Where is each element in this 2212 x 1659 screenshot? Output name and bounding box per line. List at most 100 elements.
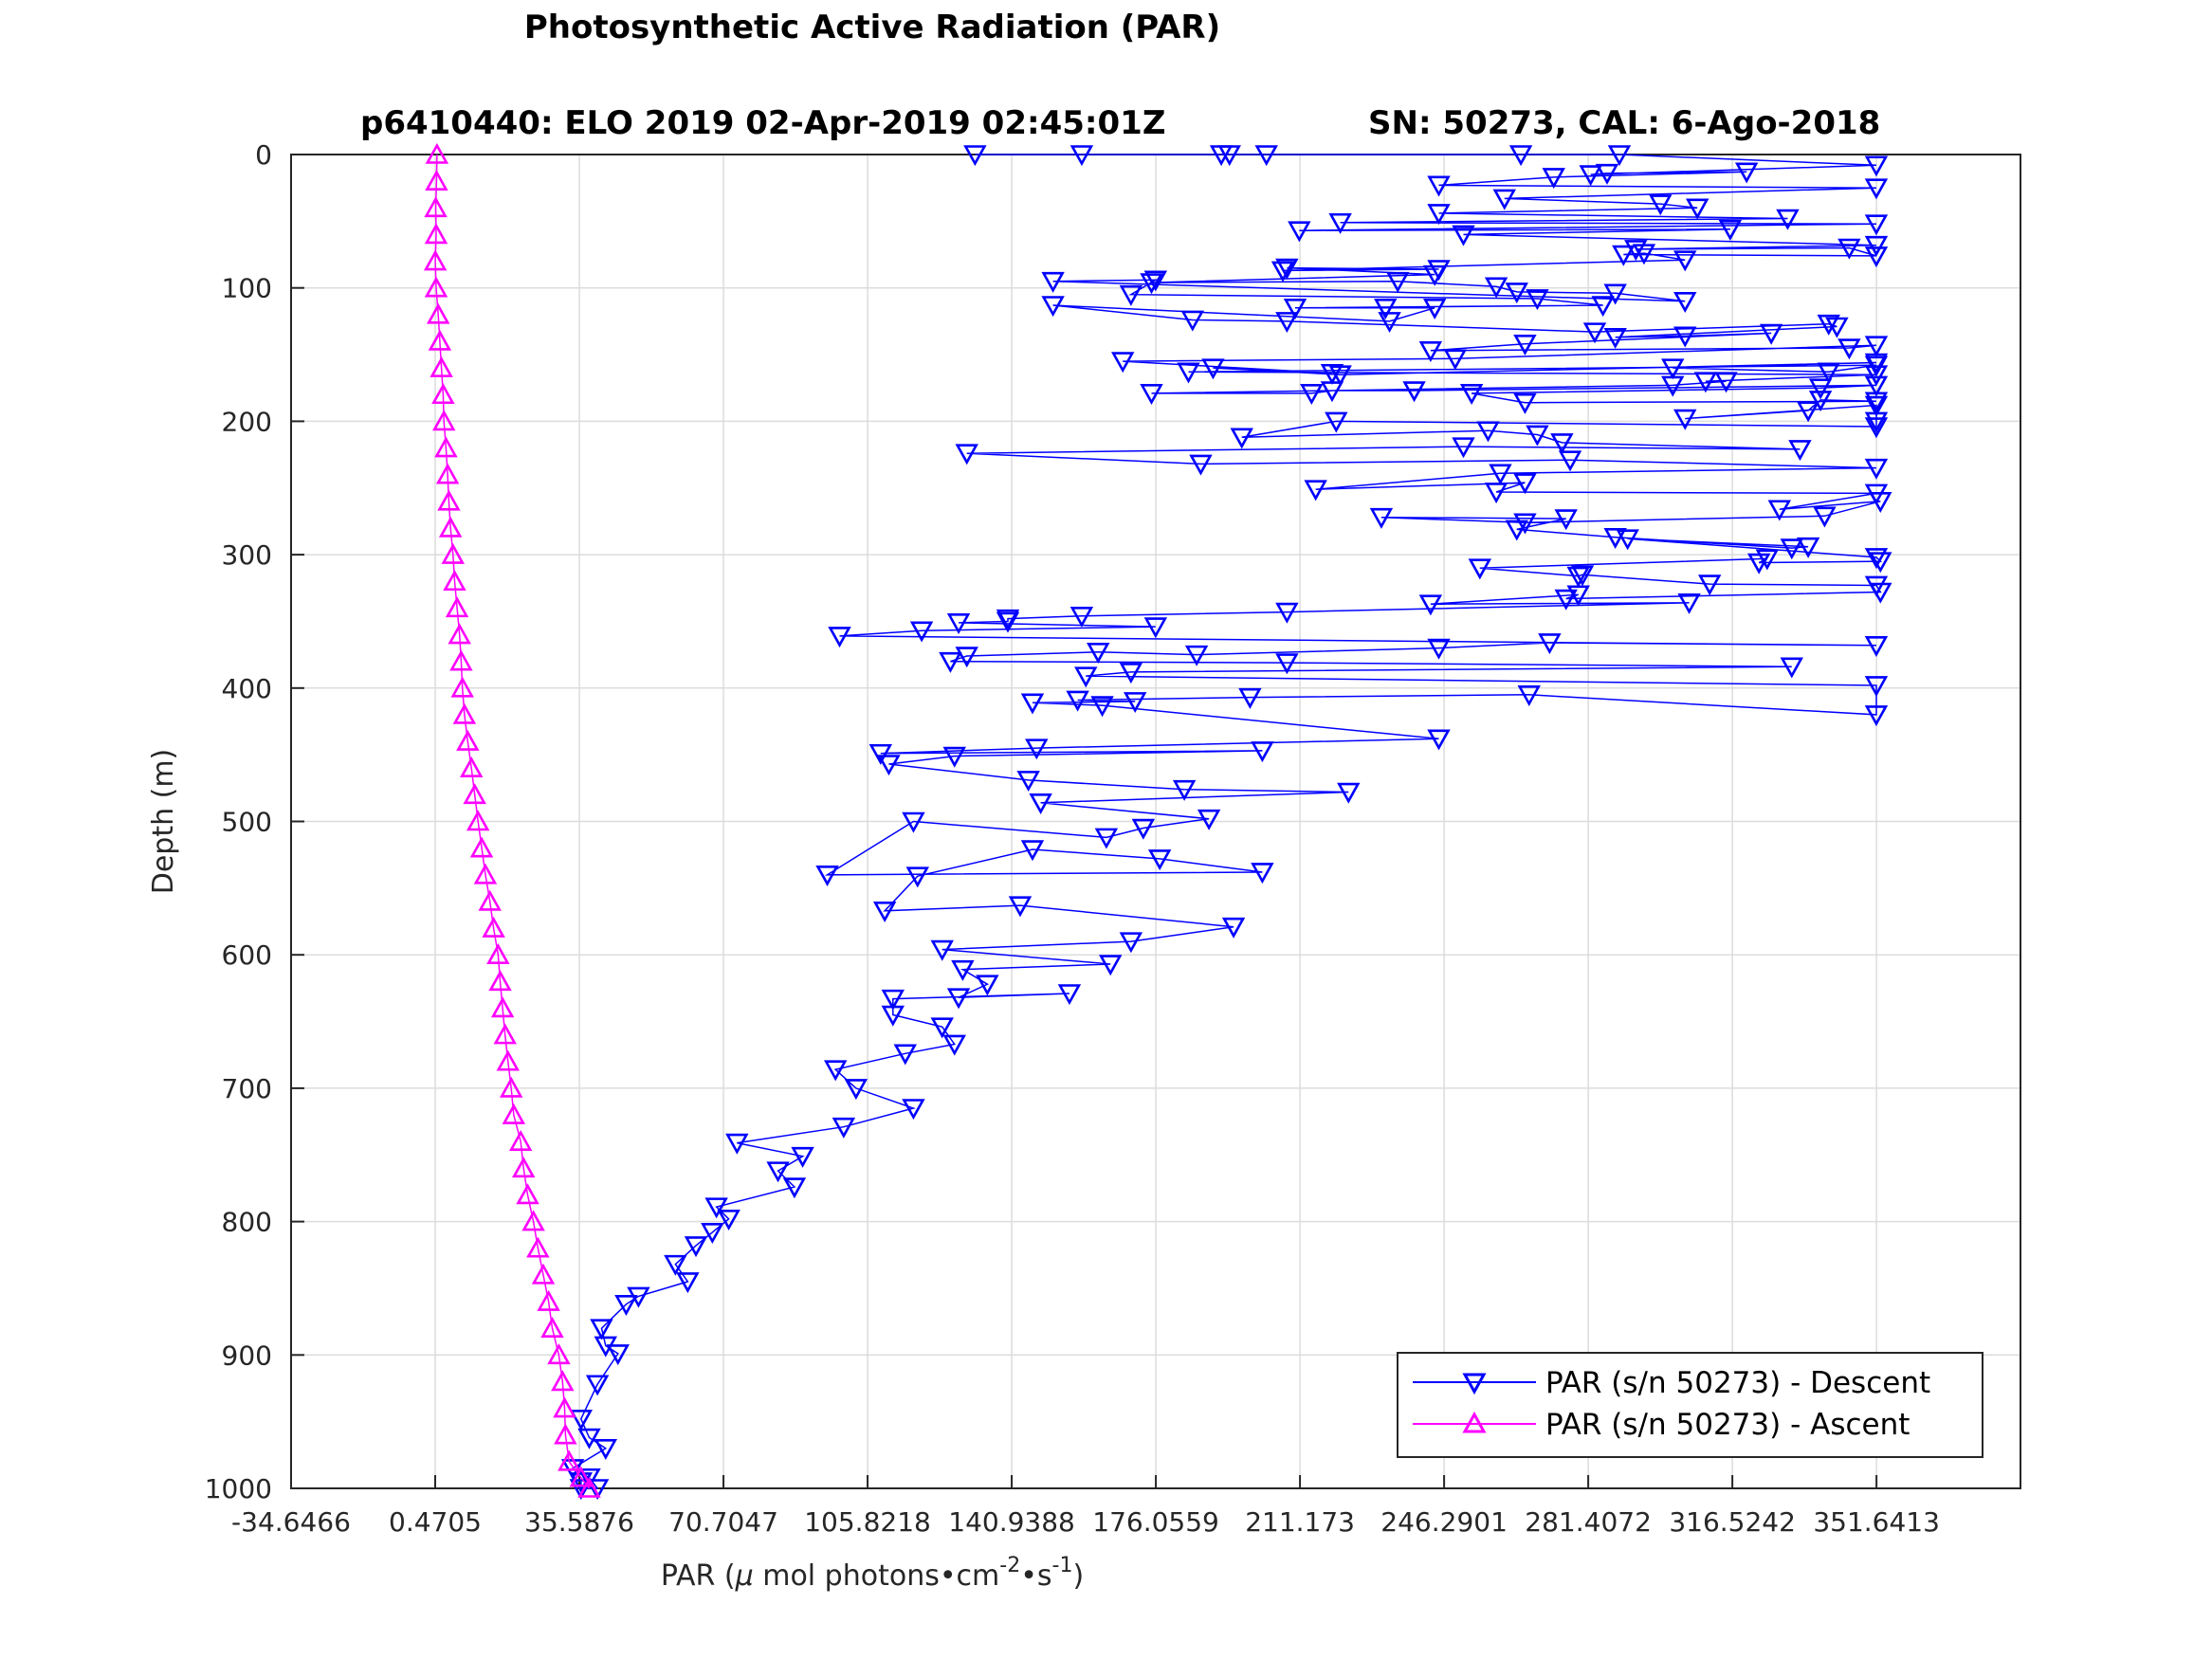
data-point [1029, 793, 1052, 814]
data-point [482, 916, 505, 938]
y-tick-label: 1000 [205, 1473, 272, 1504]
y-tick-label: 300 [222, 539, 272, 571]
data-point [590, 1319, 613, 1340]
data-point [1796, 401, 1820, 423]
data-point [502, 1103, 526, 1124]
data-point [942, 1034, 966, 1056]
data-point [1813, 506, 1837, 528]
data-point [606, 1344, 630, 1366]
data-point [1864, 411, 1889, 433]
data-point [881, 1005, 905, 1027]
data-point [1230, 428, 1253, 449]
data-point [1508, 145, 1533, 167]
data-point [1452, 225, 1475, 246]
data-point [558, 1449, 581, 1471]
data-point [1143, 270, 1168, 292]
data-point [881, 989, 905, 1011]
data-point [425, 169, 448, 191]
data-point [1808, 391, 1833, 412]
data-point [1864, 458, 1889, 480]
data-point [701, 1223, 724, 1245]
data-point [493, 1023, 517, 1045]
x-tick-label: 281.4072 [1525, 1506, 1652, 1538]
data-point [1140, 384, 1163, 406]
data-point [1864, 635, 1889, 657]
data-point [511, 1157, 536, 1178]
data-point [1238, 687, 1262, 709]
data-point [1607, 145, 1632, 167]
data-point [1864, 336, 1889, 357]
data-point [1864, 155, 1889, 177]
data-point [1734, 162, 1759, 184]
data-point [1837, 238, 1861, 260]
data-point [1369, 507, 1394, 529]
data-point [1566, 585, 1590, 607]
data-point [1505, 520, 1528, 541]
data-point [1776, 209, 1800, 230]
data-point [423, 249, 448, 271]
y-tick-label: 800 [222, 1207, 272, 1238]
data-point [1864, 705, 1889, 727]
data-point [1041, 271, 1065, 293]
data-point [1337, 782, 1361, 804]
x-tick-label: 246.2901 [1380, 1506, 1508, 1538]
data-point [1422, 264, 1447, 286]
data-point [456, 729, 480, 751]
data-point [1817, 362, 1840, 384]
data-point [438, 516, 463, 538]
data-point [963, 145, 987, 167]
data-point [1057, 984, 1082, 1006]
data-point [1595, 163, 1619, 185]
data-point [1201, 358, 1225, 380]
data-point [868, 743, 893, 765]
data-point [445, 596, 469, 618]
y-tick-label: 0 [255, 139, 272, 171]
data-point [1526, 289, 1549, 311]
data-point [1320, 381, 1344, 403]
data-point [426, 302, 450, 324]
data-point [717, 1209, 740, 1231]
data-point [1452, 437, 1475, 459]
data-point [569, 1479, 594, 1501]
data-point [893, 1044, 917, 1066]
data-point [676, 1272, 700, 1294]
data-point [424, 276, 448, 298]
data-point [1755, 549, 1780, 571]
data-point [1579, 165, 1602, 187]
data-point [1041, 296, 1065, 318]
data-point [1554, 589, 1578, 611]
data-point [547, 1343, 571, 1365]
data-point [434, 436, 458, 458]
data-point [1864, 395, 1889, 417]
data-point [1714, 372, 1738, 393]
data-point [996, 609, 1020, 630]
data-point [553, 1396, 576, 1418]
data-point [1603, 327, 1627, 349]
data-point [951, 959, 975, 981]
y-axis-label: Depth (m) [147, 749, 180, 895]
data-point [1143, 617, 1168, 639]
data-point [1513, 513, 1537, 535]
series-descent [560, 145, 1892, 1501]
data-point [1808, 378, 1833, 400]
data-point [1864, 214, 1889, 236]
data-point [1558, 450, 1582, 472]
data-point [1796, 537, 1820, 558]
data-series [423, 142, 1892, 1501]
axis-ticks: -34.6466 0.4705 35.5876 70.7047 105.8218 140.… [205, 139, 1940, 1538]
series-line [434, 154, 591, 1489]
data-point [1300, 384, 1324, 406]
data-point [1864, 365, 1889, 387]
data-point [872, 901, 897, 922]
data-point [1147, 849, 1172, 871]
data-point [1275, 312, 1299, 334]
data-point [996, 611, 1020, 633]
data-point [1123, 692, 1147, 714]
data-point [614, 1295, 638, 1317]
data-point [1476, 421, 1500, 443]
data-point [1673, 250, 1697, 272]
data-point [684, 1236, 708, 1258]
data-point [425, 142, 449, 164]
legend: PAR (s/n 50273) - Descent PAR (s/n 50273… [1397, 1352, 1983, 1458]
data-point [664, 1254, 687, 1276]
